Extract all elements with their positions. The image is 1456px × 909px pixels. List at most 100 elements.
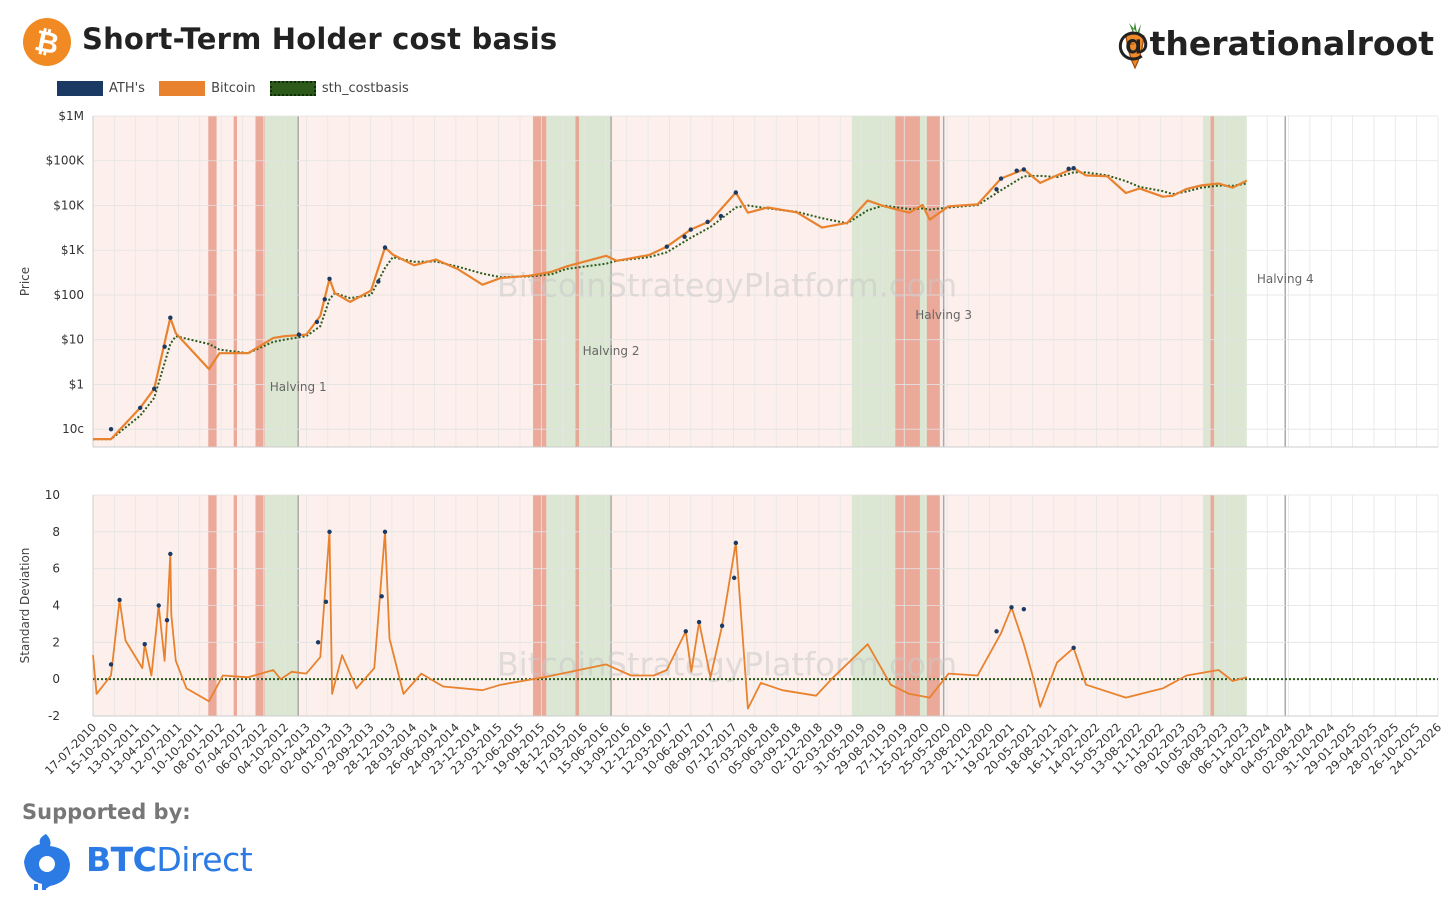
legend-label: sth_costbasis bbox=[321, 81, 409, 96]
sth-costbasis-line bbox=[93, 171, 1247, 441]
bear-band bbox=[233, 116, 237, 447]
halving-label: Halving 4 bbox=[1257, 272, 1314, 286]
ath-point bbox=[998, 176, 1004, 181]
ath-point bbox=[688, 227, 693, 232]
ath-point bbox=[379, 594, 384, 599]
ath-point bbox=[733, 540, 739, 546]
ath-point bbox=[1071, 645, 1076, 651]
ath-point bbox=[296, 332, 302, 337]
halving-label: Halving 2 bbox=[583, 344, 640, 358]
y-tick-label: 0 bbox=[52, 672, 60, 686]
y-axis-title: Price bbox=[18, 267, 32, 296]
legend-item-bitcoin[interactable]: Bitcoin bbox=[159, 81, 256, 96]
bitcoin-price-line bbox=[93, 167, 1248, 441]
ath-point bbox=[1009, 605, 1014, 610]
y-tick-label: -2 bbox=[48, 709, 60, 723]
bull-band bbox=[264, 116, 299, 447]
legend-item-ath[interactable]: ATH's bbox=[57, 81, 145, 96]
ath-point bbox=[142, 641, 147, 647]
ath-point bbox=[327, 276, 332, 281]
ath-point bbox=[327, 529, 332, 535]
chart-canvas: 10c $1 $10 $100 $1K $10K $100K $1M -2 0 2 4 6 8 10 Pric… bbox=[18, 109, 1444, 777]
ath-point bbox=[664, 244, 670, 249]
ath-point bbox=[1071, 166, 1076, 171]
ath-point bbox=[1066, 166, 1071, 172]
sponsor-name-rest: Direct bbox=[156, 840, 253, 879]
y-tick-label: 10 bbox=[45, 488, 60, 502]
ath-point bbox=[108, 662, 114, 667]
y-tick-label: $10K bbox=[53, 198, 85, 212]
legend-label: Bitcoin bbox=[211, 81, 256, 96]
y-tick-label: $1K bbox=[61, 243, 85, 257]
watermark: BitcoinStrategyPlatform.com bbox=[497, 267, 957, 305]
y-tick-label: $1M bbox=[58, 109, 84, 123]
sponsor-name: BTCDirect bbox=[86, 840, 253, 879]
y-tick-label: 10c bbox=[62, 422, 84, 436]
ath-point bbox=[168, 551, 173, 557]
ath-point bbox=[683, 629, 688, 634]
chart-title: Short-Term Holder cost basis bbox=[82, 22, 558, 56]
halving-label: Halving 1 bbox=[270, 380, 327, 394]
y-tick-label: 4 bbox=[52, 599, 60, 613]
legend-swatch bbox=[269, 81, 316, 96]
sponsor-name-bold: BTC bbox=[86, 840, 157, 879]
ath-point bbox=[994, 187, 999, 192]
ath-point bbox=[152, 386, 157, 391]
y-axis-title: Standard Deviation bbox=[18, 548, 32, 664]
author-handle: @therationalroot bbox=[1116, 24, 1434, 63]
carrot-icon bbox=[1125, 22, 1145, 70]
ath-point bbox=[1014, 168, 1019, 173]
y-tick-label: $100 bbox=[53, 288, 84, 302]
bull-band bbox=[919, 116, 927, 447]
ath-point bbox=[138, 405, 143, 411]
y-tick-label: $1 bbox=[69, 377, 84, 391]
ath-point bbox=[108, 426, 114, 432]
ath-point bbox=[168, 315, 173, 320]
halving-label: Halving 3 bbox=[915, 308, 972, 322]
ath-point bbox=[323, 599, 329, 605]
bear-band bbox=[895, 116, 920, 447]
legend-label: ATH's bbox=[109, 81, 145, 96]
btcdirect-logo-icon bbox=[24, 834, 70, 890]
ath-point bbox=[382, 529, 388, 535]
ath-point bbox=[718, 213, 724, 219]
ath-point bbox=[322, 297, 327, 302]
chart-legend: ATH's Bitcoin sth_costbasis bbox=[57, 81, 419, 99]
watermark: BitcoinStrategyPlatform.com bbox=[497, 646, 957, 684]
ath-point bbox=[994, 629, 999, 634]
y-tick-label: 8 bbox=[52, 525, 60, 539]
ath-point bbox=[705, 219, 710, 225]
ath-point bbox=[162, 344, 167, 349]
y-tick-label: $10 bbox=[61, 333, 84, 347]
legend-swatch bbox=[159, 81, 206, 96]
ath-point bbox=[1021, 167, 1027, 172]
bear-band bbox=[255, 116, 265, 447]
chart-header: ₿ Short-Term Holder cost basis @theratio… bbox=[0, 0, 1456, 80]
y-tick-label: 6 bbox=[52, 562, 60, 576]
ath-point bbox=[315, 640, 321, 645]
y-tick-label: 2 bbox=[52, 635, 60, 649]
bear-band bbox=[1210, 116, 1215, 447]
ath-point bbox=[376, 279, 381, 284]
legend-item-sth-costbasis[interactable]: sth_costbasis bbox=[269, 81, 409, 96]
ath-point bbox=[117, 597, 122, 603]
bear-band bbox=[926, 116, 940, 447]
legend-swatch bbox=[57, 81, 103, 96]
ath-point bbox=[156, 603, 161, 608]
ath-point bbox=[733, 190, 739, 195]
std-deviation-line bbox=[92, 530, 1248, 710]
ath-point bbox=[1021, 606, 1027, 612]
bitcoin-logo-icon: ₿ bbox=[23, 18, 71, 66]
ath-point bbox=[682, 234, 687, 239]
bear-band bbox=[533, 116, 547, 447]
bull-band bbox=[851, 116, 896, 447]
bear-band bbox=[575, 116, 580, 447]
y-tick-label: $100K bbox=[46, 154, 86, 168]
ath-point bbox=[696, 619, 702, 625]
ath-point bbox=[719, 623, 725, 628]
bear-band bbox=[208, 116, 217, 447]
ath-point bbox=[382, 245, 388, 250]
ath-point bbox=[314, 319, 320, 325]
ath-point bbox=[164, 618, 170, 623]
ath-point bbox=[731, 575, 737, 581]
